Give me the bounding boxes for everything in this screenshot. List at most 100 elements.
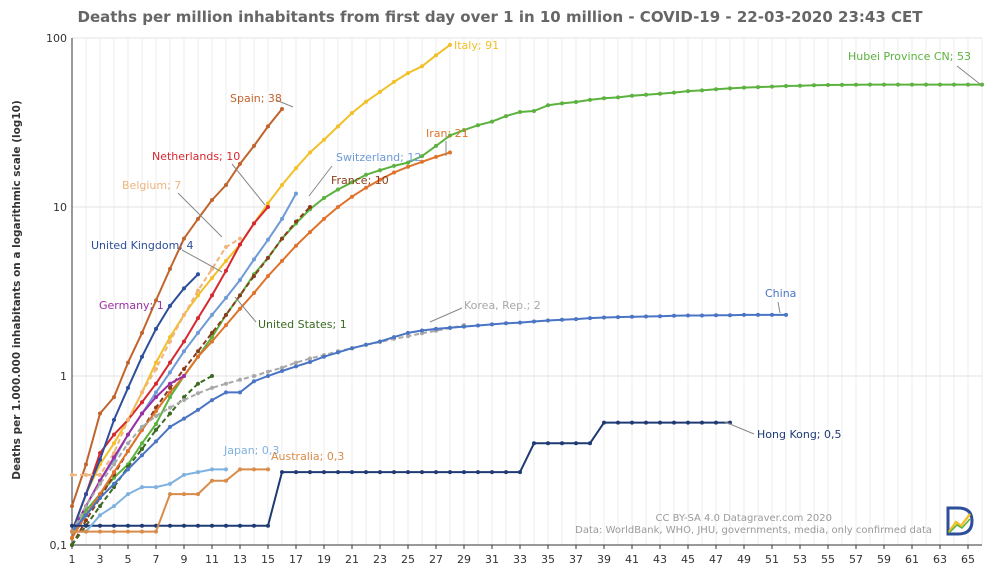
data-point	[196, 492, 200, 497]
x-tick-label: 51	[765, 553, 779, 566]
data-point	[112, 462, 116, 467]
data-point	[504, 114, 508, 119]
label-leader-line	[429, 307, 463, 323]
data-point	[336, 350, 340, 355]
label-leader-line	[275, 99, 294, 108]
data-point	[686, 420, 690, 425]
data-point	[420, 331, 424, 336]
data-point	[392, 335, 396, 340]
data-point	[238, 467, 242, 472]
data-point	[182, 472, 186, 477]
x-tick-label: 29	[457, 553, 471, 566]
data-point	[84, 492, 88, 497]
x-tick-label: 23	[373, 553, 387, 566]
data-point	[182, 286, 186, 291]
data-point	[308, 205, 312, 209]
data-point	[280, 183, 284, 187]
data-point	[70, 543, 74, 547]
series-label: Netherlands; 10	[152, 150, 240, 163]
series-label: United States; 1	[258, 318, 347, 331]
data-point	[924, 82, 928, 87]
data-point	[140, 453, 144, 458]
data-point	[518, 320, 522, 325]
data-point	[504, 321, 508, 326]
data-point	[98, 513, 102, 518]
data-point	[210, 335, 214, 340]
data-point	[182, 416, 186, 421]
y-tick-label: 10	[53, 201, 67, 214]
data-point	[518, 110, 522, 114]
data-point	[84, 472, 88, 477]
data-point	[224, 295, 228, 300]
data-point	[126, 417, 130, 422]
data-point	[252, 291, 256, 295]
data-point	[392, 470, 396, 475]
data-point	[84, 529, 88, 534]
x-tick-label: 19	[317, 553, 331, 566]
data-point	[350, 346, 354, 351]
data-point	[112, 475, 116, 480]
y-tick-label: 0,1	[50, 539, 68, 552]
data-point	[714, 420, 718, 425]
data-point	[112, 441, 116, 446]
x-tick-label: 61	[905, 553, 919, 566]
data-point	[168, 381, 172, 386]
data-point	[896, 82, 900, 87]
data-point	[210, 385, 214, 390]
data-point	[630, 420, 634, 425]
data-point	[546, 103, 550, 108]
data-point	[210, 478, 214, 483]
data-point	[882, 82, 886, 87]
x-tick-label: 65	[961, 553, 975, 566]
x-tick-label: 21	[345, 553, 359, 566]
data-point	[84, 504, 88, 509]
data-point	[98, 529, 102, 534]
data-point	[658, 420, 662, 425]
data-point	[770, 312, 774, 317]
data-point	[266, 124, 270, 129]
data-point	[336, 470, 340, 475]
data-point	[252, 143, 256, 148]
x-tick-label: 39	[597, 553, 611, 566]
data-point	[140, 400, 144, 405]
data-point	[196, 293, 200, 298]
series-label: France; 10	[331, 174, 389, 187]
data-point	[252, 257, 256, 262]
series-label: Japan; 0,3	[223, 444, 279, 457]
data-point	[252, 274, 256, 279]
data-point	[378, 470, 382, 475]
data-point	[350, 470, 354, 475]
data-point	[98, 492, 102, 497]
data-point	[224, 323, 228, 328]
data-point	[182, 523, 186, 528]
data-point	[826, 83, 830, 87]
label-leader-line	[177, 192, 223, 238]
data-point	[112, 432, 116, 437]
data-point	[672, 90, 676, 95]
x-tick-label: 25	[401, 553, 415, 566]
data-point	[196, 349, 200, 354]
data-point	[252, 467, 256, 472]
series-path	[71, 375, 213, 546]
data-point	[406, 164, 410, 169]
series-label: Hong Kong; 0,5	[757, 428, 842, 441]
data-point	[196, 216, 200, 221]
series-label: United Kingdom; 4	[91, 239, 194, 252]
data-point	[140, 447, 144, 451]
data-point	[224, 390, 228, 395]
series-label: China	[765, 287, 796, 300]
data-point	[70, 529, 74, 534]
series-line	[70, 467, 270, 534]
data-point	[476, 323, 480, 328]
data-point	[168, 339, 172, 344]
data-point	[266, 274, 270, 279]
data-point	[280, 365, 284, 370]
y-tick-label: 100	[46, 32, 67, 45]
data-point	[280, 236, 284, 241]
data-point	[714, 313, 718, 318]
data-point	[196, 330, 200, 335]
series-path	[72, 468, 226, 533]
data-point	[266, 369, 270, 374]
series-label: Korea, Rep.; 2	[464, 299, 541, 312]
data-point	[238, 242, 242, 247]
